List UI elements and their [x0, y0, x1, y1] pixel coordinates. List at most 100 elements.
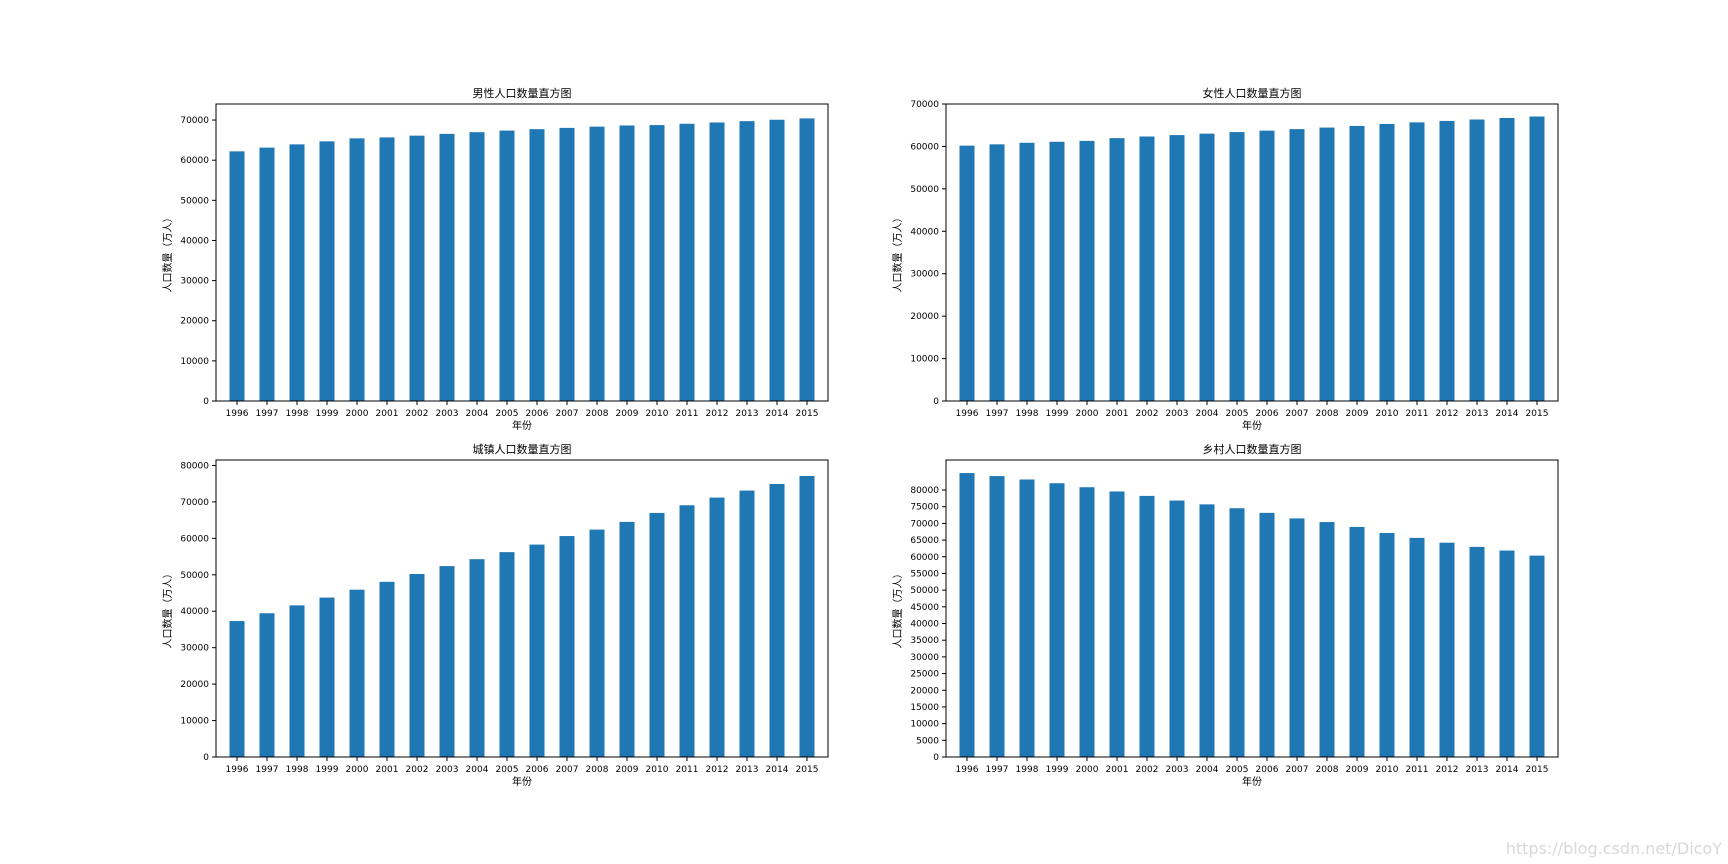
y-tick-label: 45000: [910, 603, 939, 613]
x-tick-label: 1999: [316, 409, 339, 419]
y-tick-label: 25000: [910, 670, 939, 680]
bar-1998: [289, 605, 305, 757]
x-tick-label: 1996: [956, 409, 979, 419]
x-tick-label: 2013: [736, 409, 759, 419]
y-tick-label: 60000: [910, 142, 939, 152]
x-tick-label: 2015: [796, 765, 819, 775]
x-tick-label: 2010: [1376, 765, 1399, 775]
x-tick-label: 2007: [1286, 409, 1309, 419]
bar-2011: [679, 123, 695, 401]
bar-2000: [1079, 140, 1095, 401]
bar-2012: [709, 122, 725, 401]
bar-2008: [589, 529, 605, 757]
x-tick-label: 2009: [1346, 765, 1369, 775]
x-tick-label: 2005: [1226, 409, 1249, 419]
x-tick-label: 1998: [286, 409, 309, 419]
y-tick-label: 30000: [910, 653, 939, 663]
x-tick-label: 2010: [646, 765, 669, 775]
x-tick-label: 2012: [706, 409, 729, 419]
y-tick-label: 20000: [180, 317, 209, 327]
x-tick-label: 2014: [766, 409, 789, 419]
y-axis-label: 人口数量（万人）: [161, 569, 174, 649]
x-tick-label: 2012: [706, 765, 729, 775]
x-axis-label: 年份: [1242, 419, 1262, 432]
bar-2003: [1169, 500, 1185, 757]
bar-2014: [1499, 117, 1515, 402]
bar-1996: [959, 473, 975, 757]
bar-2000: [349, 138, 365, 401]
x-tick-label: 2003: [1166, 765, 1189, 775]
x-tick-label: 1998: [1016, 765, 1039, 775]
bar-2006: [1259, 512, 1275, 757]
x-tick-label: 2012: [1436, 765, 1459, 775]
x-tick-label: 2007: [1286, 765, 1309, 775]
bar-2012: [1439, 542, 1455, 757]
y-tick-label: 0: [933, 397, 939, 407]
x-tick-label: 1996: [226, 409, 249, 419]
bar-2008: [1319, 522, 1335, 757]
bar-2008: [589, 126, 605, 402]
y-tick-label: 30000: [910, 270, 939, 280]
subplot-4: 1996 1997 1998 1999 2000 2001 2002 2003 2004 2005…: [891, 442, 1559, 788]
y-tick-label: 60000: [180, 156, 209, 166]
y-tick-label: 20000: [910, 686, 939, 696]
x-tick-label: 2002: [1136, 409, 1159, 419]
x-tick-label: 2004: [1196, 409, 1219, 419]
x-tick-label: 1997: [256, 765, 279, 775]
bar-2011: [1409, 122, 1425, 401]
y-tick-label: 70000: [910, 100, 939, 110]
y-tick-label: 50000: [910, 185, 939, 195]
y-tick-label: 40000: [910, 227, 939, 237]
x-tick-label: 2004: [466, 409, 489, 419]
bar-2001: [1109, 491, 1125, 757]
bar-1999: [1049, 141, 1065, 402]
x-tick-label: 2010: [1376, 409, 1399, 419]
x-tick-label: 2014: [1496, 409, 1519, 419]
y-tick-label: 60000: [910, 553, 939, 563]
x-tick-label: 2011: [676, 765, 699, 775]
x-tick-label: 2006: [1256, 765, 1279, 775]
y-tick-label: 0: [933, 753, 939, 763]
chart-title: 城镇人口数量直方图: [473, 442, 572, 456]
x-tick-label: 2003: [436, 765, 459, 775]
x-tick-label: 2001: [376, 409, 399, 419]
bar-2000: [1079, 487, 1095, 757]
x-tick-label: 2002: [406, 765, 429, 775]
x-tick-label: 2000: [346, 409, 369, 419]
bar-1999: [1049, 483, 1065, 757]
bar-2015: [799, 475, 815, 757]
y-tick-label: 40000: [180, 607, 209, 617]
x-tick-label: 2008: [1316, 765, 1339, 775]
y-tick-label: 70000: [180, 116, 209, 126]
x-tick-label: 1996: [956, 765, 979, 775]
x-tick-label: 2004: [1196, 765, 1219, 775]
y-axis-label: 人口数量（万人）: [161, 213, 174, 293]
x-tick-label: 2011: [676, 409, 699, 419]
x-tick-label: 2005: [496, 765, 519, 775]
x-tick-label: 1999: [316, 765, 339, 775]
x-tick-label: 2001: [1106, 409, 1129, 419]
chart-title: 男性人口数量直方图: [473, 86, 572, 100]
bar-2009: [619, 521, 635, 757]
bar-1999: [319, 141, 335, 402]
bar-2004: [469, 132, 485, 401]
x-tick-label: 2001: [376, 765, 399, 775]
bar-2006: [529, 129, 545, 402]
x-tick-label: 1999: [1046, 765, 1069, 775]
bar-2011: [679, 505, 695, 757]
x-tick-label: 2014: [1496, 765, 1519, 775]
subplot-2: 1996 1997 1998 1999 2000 2001 2002 2003 2004 2005…: [891, 86, 1559, 432]
bar-2007: [1289, 129, 1305, 402]
x-tick-label: 2014: [766, 765, 789, 775]
bar-2005: [499, 130, 515, 401]
bar-1998: [1019, 142, 1035, 402]
bar-2013: [739, 121, 755, 402]
y-axis-label: 人口数量（万人）: [891, 213, 904, 293]
y-tick-label: 50000: [180, 196, 209, 206]
x-tick-label: 2009: [616, 765, 639, 775]
y-axis-label: 人口数量（万人）: [891, 569, 904, 649]
bar-2003: [1169, 135, 1185, 401]
bar-2009: [619, 125, 635, 401]
x-tick-label: 2005: [1226, 765, 1249, 775]
x-tick-label: 2002: [406, 409, 429, 419]
